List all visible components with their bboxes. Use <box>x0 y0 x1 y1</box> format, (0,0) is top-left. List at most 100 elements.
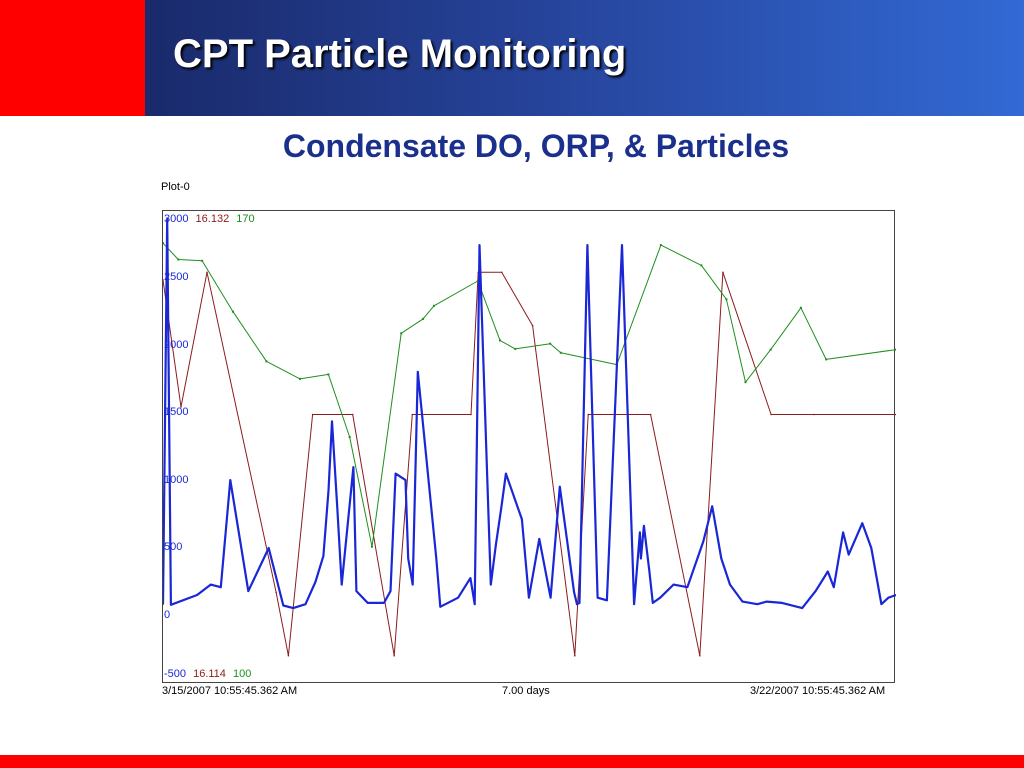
particles-data-point <box>327 489 330 492</box>
accent-red-block <box>0 0 145 116</box>
particles-data-point <box>820 581 823 583</box>
particles-data-point <box>163 603 164 605</box>
slide-title: CPT Particle Monitoring <box>173 32 627 76</box>
particles-data-point <box>340 583 343 586</box>
particles-data-point <box>861 522 864 524</box>
particles-data-point <box>247 590 250 592</box>
green-data-point <box>201 259 204 262</box>
particles-data-point <box>578 602 581 604</box>
green-data-point <box>700 264 703 267</box>
particles-data-point <box>633 603 635 605</box>
red-data-point <box>411 413 414 416</box>
particles-scale-min: -500 <box>164 668 187 680</box>
y-tick-label: 2000 <box>164 339 189 351</box>
green-data-point <box>769 348 772 351</box>
green-data-point <box>400 332 403 335</box>
y-tick-label: 1500 <box>164 406 189 418</box>
particles-data-point <box>196 594 198 596</box>
red-data-point <box>287 654 290 657</box>
particles-data-point <box>267 547 270 549</box>
particles-data-point <box>827 570 829 573</box>
particles-data-point <box>336 505 338 508</box>
green-data-point <box>549 342 552 345</box>
green-data-point <box>422 317 424 320</box>
particles-data-point <box>473 603 476 605</box>
green-data-point <box>514 347 517 350</box>
particles-data-point <box>521 518 523 521</box>
bottom-red-bar <box>0 755 1024 768</box>
particles-data-point <box>314 581 317 583</box>
particles-data-point <box>457 596 459 599</box>
x-end-label: 3/22/2007 10:55:45.362 AM <box>750 685 886 697</box>
particles-data-point <box>720 557 723 560</box>
particles-data-point <box>170 604 172 606</box>
particles-data-point <box>220 586 222 588</box>
particles-data-point <box>322 555 325 557</box>
particles-data-point <box>500 505 503 508</box>
particles-data-point <box>639 531 641 534</box>
green-data-point <box>476 280 479 282</box>
scale-max-row: 3000 16.132 170 <box>164 213 259 225</box>
particles-data-point <box>766 600 768 603</box>
particles-data-point <box>366 602 369 604</box>
particles-data-point <box>411 583 414 586</box>
green-data-point <box>265 360 268 363</box>
red-scale-max: 16.132 <box>195 213 230 225</box>
red-data-point <box>500 271 503 274</box>
plot-svg <box>163 217 896 657</box>
green-data-point <box>895 348 896 351</box>
particles-data-point <box>672 583 675 586</box>
x-start-label: 3/15/2007 10:55:45.362 AM <box>162 685 298 697</box>
y-tick-label: 500 <box>164 541 183 553</box>
red-data-point <box>574 654 576 657</box>
particles-data-point <box>439 606 442 608</box>
particles-data-point <box>490 583 492 586</box>
particles-data-point <box>887 596 890 599</box>
y-tick-label: 0 <box>164 609 171 621</box>
red-data-point <box>393 654 395 657</box>
particles-data-point <box>528 596 530 599</box>
particles-data-point <box>404 479 407 481</box>
particles-data-point <box>407 557 409 560</box>
red-data-point <box>722 271 724 274</box>
particles-data-point <box>573 591 575 594</box>
particles-data-point <box>389 590 392 592</box>
particles-data-point <box>643 525 645 527</box>
particles-data-point <box>352 466 355 468</box>
particles-data-point <box>166 218 168 220</box>
title-bar: CPT Particle Monitoring <box>145 0 1024 116</box>
plot-name-label: Plot-0 <box>161 181 190 193</box>
particles-data-point <box>596 596 599 599</box>
chart-subtitle: Condensate DO, ORP, & Particles <box>282 128 790 164</box>
red-data-point <box>180 406 182 408</box>
scale-min-row: -500 16.114 100 <box>164 668 255 680</box>
red-data-point <box>649 413 652 416</box>
green-scale-max: 170 <box>236 213 255 225</box>
green-data-point <box>163 242 164 245</box>
particles-data-point <box>895 594 896 596</box>
x-span-label: 7.00 days <box>502 685 550 697</box>
particles-data-point <box>781 602 783 604</box>
red-data-point <box>770 413 772 416</box>
green-data-point <box>799 306 802 309</box>
particles-data-point <box>495 544 497 547</box>
red-data-point <box>206 271 208 274</box>
particles-data-point <box>870 547 873 549</box>
particles-data-point <box>640 557 642 560</box>
green-data-point <box>348 436 351 439</box>
particles-data-point <box>711 505 713 508</box>
green-data-point <box>177 258 180 261</box>
particles-data-point <box>801 607 803 609</box>
green-data-point <box>327 373 330 376</box>
particles-data-point <box>394 472 397 475</box>
green-scale-min: 100 <box>232 668 252 680</box>
red-data-point <box>311 413 314 416</box>
green-data-point <box>371 545 373 548</box>
particles-scale-max: 3000 <box>164 213 189 225</box>
particles-data-point <box>282 604 285 607</box>
red-data-point <box>699 654 701 657</box>
particles-data-point <box>842 531 844 534</box>
green-data-point <box>499 339 501 342</box>
particles-data-point <box>729 583 731 586</box>
red-scale-min: 16.114 <box>193 668 226 680</box>
